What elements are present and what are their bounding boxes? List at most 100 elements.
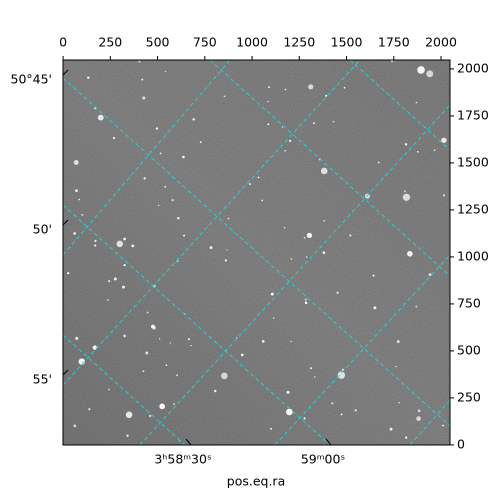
grid-line [63, 334, 186, 445]
star [313, 376, 316, 378]
stars [67, 60, 447, 442]
star [354, 409, 357, 412]
x-tick-label: 1250 [283, 35, 315, 50]
star [306, 232, 313, 239]
star [349, 234, 352, 237]
star [126, 434, 129, 437]
star [442, 194, 445, 197]
ra-tick [185, 438, 192, 446]
star [433, 149, 436, 152]
star [88, 408, 91, 411]
star [158, 204, 160, 207]
x-tick-label: 0 [59, 35, 67, 50]
star [158, 338, 161, 340]
star [320, 167, 328, 175]
star [286, 408, 293, 416]
star [270, 292, 274, 296]
star [405, 436, 408, 439]
star [138, 60, 141, 63]
star [131, 244, 135, 248]
star [148, 414, 152, 418]
star [312, 122, 315, 125]
star [416, 416, 421, 421]
ra-tick-label: 3ʰ58ᵐ30ˢ [154, 452, 211, 467]
star [417, 409, 421, 413]
y-tick-label: 1500 [457, 154, 489, 169]
star [288, 139, 292, 143]
star [428, 273, 432, 277]
star [107, 299, 109, 301]
grid-line [63, 60, 361, 386]
star [248, 183, 251, 186]
star [123, 334, 126, 338]
star [281, 126, 284, 128]
dec-tick [62, 219, 69, 226]
star [75, 189, 78, 193]
star [141, 78, 144, 81]
grid-line [349, 60, 450, 151]
star [304, 298, 307, 301]
star [398, 401, 400, 404]
star [304, 301, 308, 304]
star [309, 367, 313, 370]
star [94, 244, 97, 247]
star [155, 127, 159, 130]
star [290, 340, 292, 343]
star [268, 86, 270, 89]
star [337, 371, 346, 379]
star [396, 340, 400, 344]
star [373, 306, 377, 310]
star [73, 424, 77, 428]
y-tick-label: 1000 [457, 248, 489, 263]
star [164, 185, 167, 188]
grid-line [274, 254, 450, 445]
star [404, 190, 406, 193]
star [173, 403, 175, 405]
star [151, 324, 155, 329]
star [199, 141, 202, 144]
star [272, 317, 275, 319]
dec-tick [62, 369, 69, 376]
x-tick-label: 750 [193, 35, 217, 50]
star [442, 424, 445, 427]
x-tick-label: 1000 [236, 35, 268, 50]
star [176, 374, 179, 377]
star [145, 351, 149, 355]
star [267, 123, 270, 126]
star [159, 152, 162, 155]
star [261, 199, 264, 202]
star [113, 277, 117, 281]
star [78, 198, 81, 201]
x-tick-label: 2000 [425, 35, 457, 50]
star [169, 342, 172, 344]
star [159, 403, 165, 410]
star [283, 226, 286, 229]
star [171, 198, 174, 202]
star [415, 305, 418, 308]
star [123, 263, 126, 267]
star [404, 143, 408, 146]
star [407, 250, 413, 257]
star [267, 100, 269, 103]
star [284, 88, 287, 91]
dec-tick-label: 50°45' [11, 72, 53, 87]
y-tick-label: 250 [457, 389, 481, 404]
star [209, 246, 213, 250]
star [395, 366, 397, 368]
star [340, 413, 343, 416]
star [331, 402, 334, 405]
x-tick-label: 250 [98, 35, 122, 50]
star [303, 236, 306, 239]
star [92, 345, 98, 350]
sky-image [63, 60, 450, 445]
star [165, 364, 168, 366]
star [164, 70, 167, 73]
star [73, 160, 79, 165]
star [389, 427, 393, 431]
star [227, 217, 230, 220]
dec-tick [62, 69, 69, 76]
x-axis-label: pos.eq.ra [227, 474, 285, 489]
y-tick-label: 2000 [457, 60, 489, 75]
star [177, 216, 180, 220]
